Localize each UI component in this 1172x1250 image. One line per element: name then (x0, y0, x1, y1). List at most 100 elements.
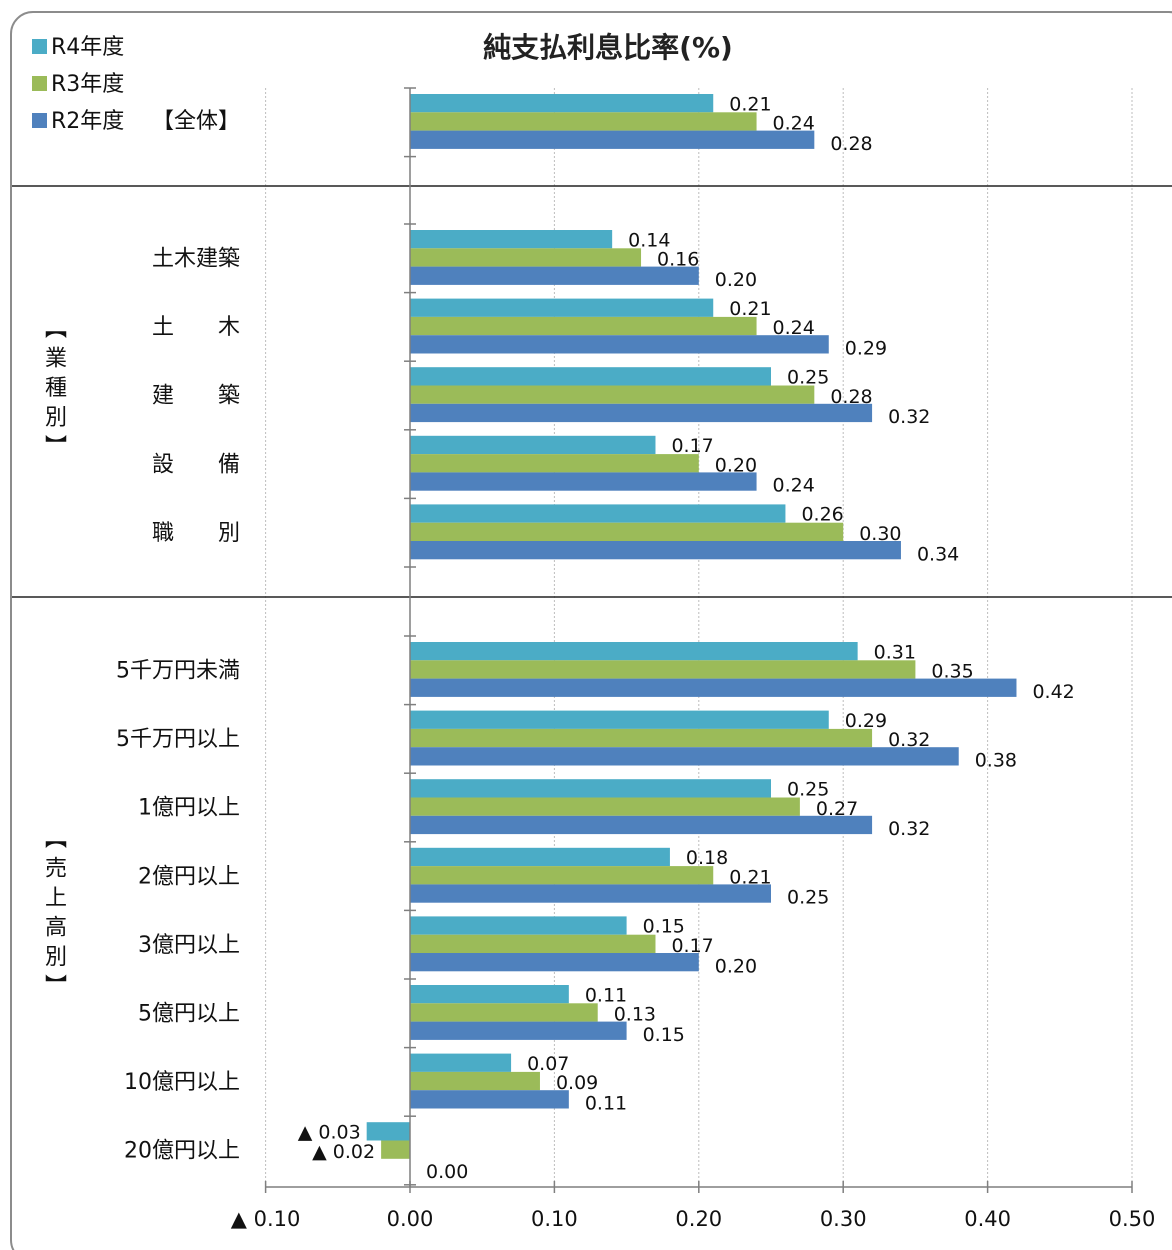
data-label: 0.42 (1032, 681, 1074, 703)
category-label: 20億円以上 (124, 1139, 240, 1164)
legend-label: R2年度 (51, 109, 124, 134)
category-label: 1億円以上 (138, 796, 240, 821)
bar-R3年度 (410, 248, 642, 267)
category-label: 3億円以上 (138, 933, 240, 958)
bar-R2年度 (410, 266, 699, 285)
bar-R2年度 (410, 1090, 569, 1109)
bar-R2年度 (410, 815, 873, 835)
bar-R2年度 (410, 541, 901, 560)
data-label: 0.24 (773, 475, 815, 497)
data-label: 0.15 (643, 1024, 685, 1046)
category-label: 5千万円以上 (116, 727, 240, 752)
data-label: 0.17 (671, 935, 713, 957)
data-label: 0.26 (801, 504, 843, 526)
category-label: 土 木 (152, 315, 240, 340)
bar-R4年度 (410, 710, 829, 729)
x-tick-label: 0.10 (531, 1207, 578, 1231)
data-label: 0.28 (830, 133, 872, 155)
legend: R4年度 R3年度 R2年度 (32, 35, 124, 134)
data-label: 0.00 (426, 1161, 468, 1183)
bars (366, 94, 1017, 1159)
bar-R2年度 (410, 884, 771, 903)
category-label: 建 築 (152, 384, 240, 409)
data-label: 0.20 (715, 454, 757, 476)
bar-R2年度 (410, 678, 1017, 697)
data-label: 0.09 (556, 1072, 598, 1094)
bar-R3年度 (410, 454, 699, 473)
bar-R2年度 (410, 1021, 627, 1040)
bar-R4年度 (410, 779, 771, 798)
data-label: 0.32 (888, 729, 930, 751)
bar-R3年度 (410, 522, 844, 541)
data-label: 0.30 (859, 523, 901, 545)
category-label: 10億円以上 (124, 1070, 240, 1095)
data-label: 0.17 (671, 435, 713, 457)
bar-R4年度 (410, 642, 858, 661)
bar-R2年度 (410, 472, 757, 491)
bar-R3年度 (410, 1003, 598, 1022)
bar-R2年度 (410, 403, 873, 423)
x-tick-label: 0.30 (820, 1207, 867, 1231)
data-label: 0.21 (729, 298, 771, 320)
data-label: 0.38 (975, 750, 1017, 772)
data-label: 0.21 (729, 866, 771, 888)
bar-R3年度 (410, 1071, 540, 1091)
category-label: 土木建築 (152, 246, 240, 271)
bar-R4年度 (410, 367, 771, 386)
bar-R2年度 (410, 335, 829, 354)
data-label: 0.29 (845, 338, 887, 360)
legend-label: R3年度 (51, 72, 124, 97)
data-label: 0.24 (773, 317, 815, 339)
bar-R2年度 (410, 747, 959, 766)
data-label: 0.20 (715, 269, 757, 291)
x-tick-label: ▲ 0.10 (231, 1207, 301, 1231)
data-label: ▲ 0.03 (298, 1122, 361, 1144)
data-label: 0.14 (628, 229, 670, 251)
bar-R3年度 (410, 866, 714, 885)
bar-R4年度 (410, 230, 613, 249)
data-label: 0.32 (888, 406, 930, 428)
axes (264, 87, 1133, 1193)
legend-swatch (32, 113, 47, 128)
data-label: 0.18 (686, 847, 728, 869)
data-label: 0.11 (585, 984, 627, 1006)
category-label: 5千万円未満 (116, 658, 240, 683)
data-label: 0.31 (874, 641, 916, 663)
legend-label: R4年度 (51, 35, 124, 60)
bar-R4年度 (410, 298, 714, 317)
bar-R3年度 (410, 660, 916, 679)
bar-R4年度 (410, 504, 786, 523)
category-label: 設 備 (152, 452, 240, 477)
gridlines (265, 88, 1133, 1187)
x-tick-label: 0.00 (387, 1207, 434, 1231)
data-label: 0.27 (816, 798, 858, 820)
data-label: 0.29 (845, 710, 887, 732)
data-label: 0.07 (527, 1053, 569, 1075)
legend-swatch (32, 39, 47, 54)
category-label: 2億円以上 (138, 864, 240, 889)
bar-R3年度 (410, 385, 815, 404)
data-label: ▲ 0.02 (312, 1141, 375, 1163)
data-label: 0.34 (917, 543, 959, 565)
category-label: 職 別 (152, 521, 240, 546)
data-label: 0.21 (729, 93, 771, 115)
group-label: ︻売上高別︼ (45, 827, 67, 1000)
bar-R4年度 (410, 847, 670, 867)
data-label: 0.20 (715, 955, 757, 977)
data-label: 0.25 (787, 367, 829, 389)
bar-R3年度 (381, 1140, 410, 1159)
data-label: 0.28 (830, 386, 872, 408)
group-label: ︻業種別︼ (45, 317, 67, 460)
data-label: 0.15 (643, 916, 685, 938)
data-label: 0.32 (888, 818, 930, 840)
bar-R4年度 (410, 435, 656, 455)
x-tick-label: 0.20 (675, 1207, 722, 1231)
data-label: 0.11 (585, 1093, 627, 1115)
bar-R2年度 (410, 130, 815, 149)
bar-R4年度 (410, 916, 627, 935)
data-label: 0.24 (773, 113, 815, 135)
data-label: 0.35 (931, 661, 973, 683)
bar-R4年度 (410, 94, 714, 113)
